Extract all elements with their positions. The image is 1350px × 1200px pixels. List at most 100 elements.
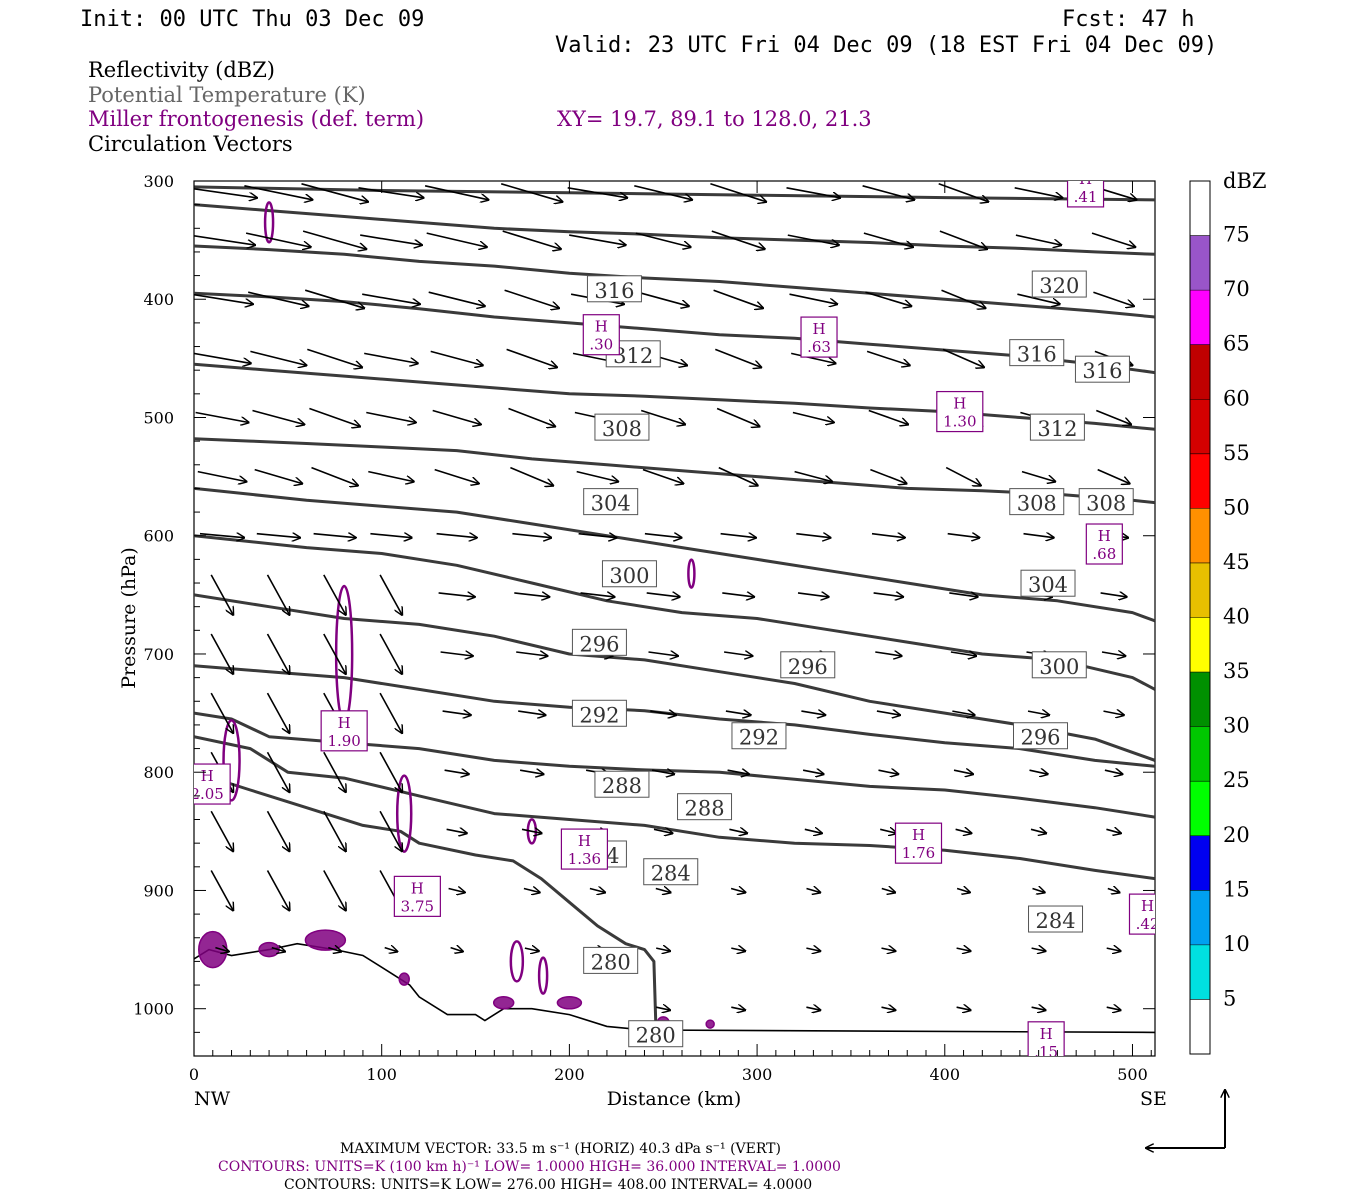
vector-1-12	[1015, 234, 1061, 245]
vector-7-10	[873, 593, 904, 597]
vector-9-0	[210, 692, 233, 733]
theta-label-1: 320	[1039, 274, 1079, 298]
vector-1-5	[502, 230, 561, 249]
vector-7-3	[379, 574, 402, 615]
fronto-max-box-1	[582, 314, 620, 356]
vector-2-10	[865, 291, 912, 306]
colorbar-swatch-3	[1190, 835, 1210, 891]
vector-8-7	[648, 652, 679, 656]
fronto-loop-6	[509, 940, 525, 983]
fronto-max-h-10: H	[1141, 897, 1154, 915]
vector-11-11	[955, 829, 972, 833]
theta-label-box-6	[1029, 413, 1085, 441]
theta-label-box-10	[601, 560, 657, 588]
vector-1-10	[863, 232, 913, 247]
theta-label-box-5	[594, 413, 650, 441]
colorbar-swatch-11	[1190, 399, 1210, 454]
theta-contour-280	[194, 770, 665, 1031]
vector-5-3	[368, 470, 414, 482]
fronto-cell-2	[304, 929, 347, 951]
fronto-max-h-2: H	[812, 320, 825, 338]
vector-9-10	[876, 711, 900, 715]
vector-1-0	[194, 235, 255, 245]
theta-label-8: 308	[1017, 492, 1057, 516]
theta-label-box-11	[1020, 569, 1076, 597]
legend-reflectivity: Reflectivity (dBZ)	[88, 58, 275, 82]
vector-13-3	[384, 948, 398, 952]
vector-2-5	[504, 289, 559, 308]
vector-10-2	[323, 751, 346, 792]
fronto-max-h-1: H	[595, 318, 608, 336]
fronto-loop-1	[395, 774, 413, 853]
fronto-max-value-5: 1.90	[327, 732, 360, 750]
fronto-max-value-2: .63	[807, 338, 831, 356]
vector-1-8	[711, 230, 765, 249]
theta-label-16: 292	[739, 726, 779, 750]
vector-6-0	[199, 534, 244, 538]
y-tick-label-2: 500	[143, 408, 174, 427]
vector-8-4	[440, 652, 473, 656]
fronto-max-h-4: H	[1098, 527, 1111, 545]
colorbar-swatch-0	[1190, 999, 1210, 1054]
theta-label-18: 288	[602, 774, 642, 798]
theta-label-19: 288	[684, 797, 724, 821]
vector-6-5	[512, 534, 551, 538]
colorbar-swatch-15	[1190, 181, 1210, 236]
colorbar-level-20: 20	[1223, 823, 1250, 847]
theta-label-box-14	[1031, 651, 1087, 679]
vector-10-12	[1029, 770, 1048, 774]
vector-11-8	[729, 829, 747, 833]
theta-label-box-19	[677, 793, 733, 821]
fronto-max-box-3	[936, 390, 984, 433]
vector-5-1	[254, 468, 303, 484]
vector-14-12	[1031, 1007, 1046, 1010]
vector-1-13	[1091, 232, 1135, 247]
vector-2-9	[789, 293, 838, 304]
theta-label-10: 300	[609, 564, 649, 588]
fronto-loop-2	[263, 201, 275, 244]
footer-max-vector: MAXIMUM VECTOR: 33.5 m s⁻¹ (HORIZ) 40.3 …	[340, 1141, 781, 1157]
colorbar-swatch-6	[1190, 672, 1210, 727]
theta-label-22: 284	[1035, 909, 1075, 933]
vector-6-12	[1023, 534, 1054, 538]
vector-4-1	[252, 409, 305, 425]
vector-0-0	[194, 187, 257, 198]
vector-3-10	[866, 350, 910, 365]
theta-contour-320	[194, 244, 1155, 319]
colorbar-swatch-8	[1190, 562, 1210, 618]
vector-8-13	[1101, 652, 1125, 656]
vector-6-11	[947, 534, 980, 538]
theta-label-17: 296	[1020, 726, 1060, 750]
theta-label-box-23	[583, 946, 639, 974]
vector-11-5	[521, 829, 542, 833]
vector-9-9	[801, 711, 825, 715]
theta-label-4: 316	[1082, 359, 1122, 383]
fronto-cell-3	[398, 972, 410, 986]
fronto-max-value-9: 3.75	[401, 897, 434, 915]
vector-9-8	[725, 711, 751, 715]
vector-13-7	[656, 948, 670, 951]
vector-7-4	[438, 593, 475, 597]
vector-7-8	[722, 593, 754, 597]
vector-10-4	[444, 770, 469, 774]
vector-5-7	[642, 468, 683, 484]
vector-0-12	[1014, 187, 1063, 198]
fronto-max-box-5	[320, 710, 368, 752]
theta-contour-292	[194, 664, 1155, 768]
vector-4-9	[792, 411, 834, 423]
fronto-max-value-4: .68	[1092, 545, 1116, 563]
vector-6-2	[313, 534, 356, 538]
fronto-max-h-8: H	[578, 832, 591, 850]
vector-2-8	[713, 289, 764, 308]
init-time: Init: 00 UTC Thu 03 Dec 09	[80, 7, 424, 32]
colorbar-swatch-5	[1190, 726, 1210, 782]
vector-2-12	[1017, 293, 1059, 304]
vector-3-0	[194, 352, 251, 363]
theta-label-12: 296	[579, 632, 619, 656]
vector-10-3	[379, 751, 402, 792]
vector-5-10	[870, 468, 906, 484]
vector-9-7	[650, 711, 676, 715]
vector-11-3	[379, 810, 402, 851]
vector-13-10	[881, 948, 896, 951]
vector-12-13	[1107, 889, 1120, 893]
